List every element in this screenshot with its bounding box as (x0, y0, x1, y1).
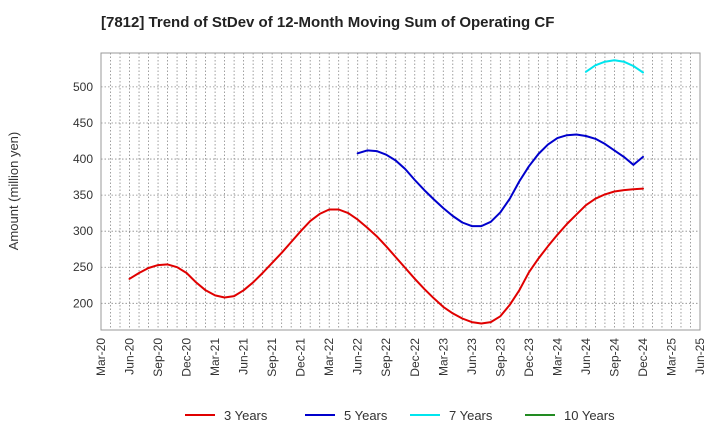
legend-label: 7 Years (449, 408, 493, 423)
x-tick-label: Jun-22 (351, 338, 365, 375)
x-tick-label: Mar-24 (550, 338, 564, 376)
chart-title: [7812] Trend of StDev of 12-Month Moving… (101, 14, 555, 31)
y-tick-label: 400 (73, 152, 93, 166)
y-tick-label: 450 (73, 116, 93, 130)
x-tick-label: Mar-25 (664, 338, 678, 376)
legend-label: 5 Years (344, 408, 388, 423)
legend-label: 10 Years (564, 408, 615, 423)
x-tick-label: Sep-21 (265, 338, 279, 377)
plot-frame (100, 52, 701, 331)
series-line-2 (584, 59, 644, 74)
series-line-1 (356, 133, 644, 228)
x-tick-label: Sep-24 (607, 338, 621, 377)
y-axis-label: Amount (million yen) (6, 132, 21, 251)
x-tick-label: Mar-21 (208, 338, 222, 376)
x-tick-label: Dec-24 (636, 338, 650, 377)
legend-label: 3 Years (224, 408, 268, 423)
x-tick-label: Jun-20 (123, 338, 137, 375)
x-tick-label: Sep-23 (493, 338, 507, 377)
x-tick-label: Dec-21 (294, 338, 308, 377)
y-tick-label: 250 (73, 260, 93, 274)
grid (101, 53, 700, 330)
x-tick-label: Mar-22 (322, 338, 336, 376)
x-tick-label: Jun-24 (579, 338, 593, 375)
x-tick-label: Sep-20 (151, 338, 165, 377)
x-tick-label: Jun-25 (693, 338, 707, 375)
series-line-0 (128, 187, 644, 325)
legend: 3 Years 5 Years 7 Years 10 Years (185, 408, 615, 423)
y-tick-label: 300 (73, 224, 93, 238)
x-tick-label: Mar-20 (94, 338, 108, 376)
y-tick-label: 350 (73, 188, 93, 202)
x-tick-label: Dec-20 (180, 338, 194, 377)
x-tick-label: Mar-23 (436, 338, 450, 376)
x-tick-label: Jun-21 (237, 338, 251, 375)
x-tick-label: Jun-23 (465, 338, 479, 375)
x-tick-label: Sep-22 (379, 338, 393, 377)
series-lines (128, 59, 644, 325)
y-tick-label: 200 (73, 296, 93, 310)
y-tick-label: 500 (73, 80, 93, 94)
x-tick-label: Dec-22 (408, 338, 422, 377)
axes: 200 250 300 350 400 450 500 Mar-20 Jun-20 Sep-20 D… (73, 80, 707, 377)
x-tick-label: Dec-23 (522, 338, 536, 377)
